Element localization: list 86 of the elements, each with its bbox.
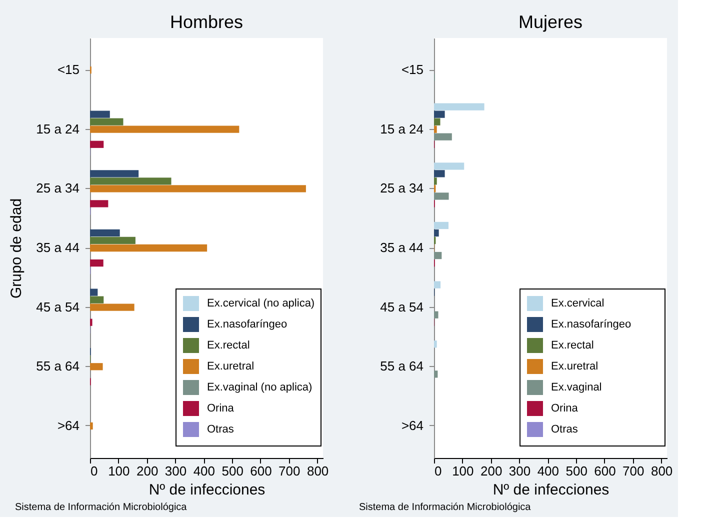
- x-tick-label: 300: [164, 464, 187, 478]
- bar: [90, 118, 124, 126]
- bar: [434, 103, 484, 110]
- legend-label: Ex.cervical (no aplica): [207, 298, 315, 310]
- x-tick-label: 800: [306, 464, 329, 478]
- y-tick-label: 55 a 64: [380, 358, 424, 374]
- bar: [90, 229, 120, 237]
- x-axis-title: Nº de infecciones: [148, 482, 266, 498]
- legend-label: Ex.uretral: [551, 360, 598, 372]
- legend-label: Ex.nasofaríngeo: [207, 318, 288, 330]
- y-tick-label: 15 a 24: [36, 121, 80, 136]
- bar: [434, 229, 439, 237]
- x-tick-label: 0: [90, 464, 98, 478]
- text: Sistema de Información Microbiológica: [15, 502, 188, 513]
- y-tick-label: >64: [401, 418, 424, 433]
- y-tick-label: 35 a 44: [380, 240, 424, 255]
- x-tick-label: 700: [278, 464, 300, 478]
- legend-label: Ex.nasofaríngeo: [551, 318, 632, 330]
- legend-label: Otras: [551, 424, 578, 436]
- bar: [434, 281, 441, 288]
- bar: [90, 296, 104, 304]
- bar: [90, 363, 103, 370]
- bar: [90, 422, 93, 430]
- legend-label: Orina: [551, 402, 579, 414]
- bar: [90, 200, 108, 208]
- bar: [434, 162, 464, 170]
- legend-label: Ex.vaginal (no aplica): [207, 382, 312, 394]
- legend-label: Ex.uretral: [207, 360, 254, 372]
- legend-label: Orina: [207, 402, 235, 414]
- bar: [434, 370, 438, 378]
- x-tick-label: 400: [193, 464, 216, 478]
- y-tick-label: 35 a 44: [36, 240, 80, 255]
- y-tick-label: >64: [57, 418, 80, 433]
- x-tick-label: 300: [508, 464, 531, 478]
- text: Sistema de Información Microbiológica: [359, 502, 532, 513]
- y-tick-label: 25 a 34: [36, 180, 80, 196]
- bar: [434, 311, 438, 318]
- x-tick-label: 400: [537, 464, 560, 478]
- x-tick-label: 200: [136, 464, 158, 478]
- bar: [434, 192, 449, 200]
- bar: [434, 178, 437, 185]
- bar: [434, 252, 442, 260]
- y-tick-label: 15 a 24: [380, 121, 424, 136]
- legend-label: Ex.vaginal: [551, 382, 602, 394]
- legend-label: Otras: [207, 424, 234, 436]
- x-tick-label: 600: [594, 464, 616, 478]
- x-tick-label: 800: [650, 464, 673, 478]
- y-tick-label: 25 a 34: [380, 180, 424, 196]
- x-tick-label: 500: [566, 464, 588, 478]
- bar: [90, 244, 208, 252]
- y-tick-label: <15: [401, 62, 424, 78]
- bar: [90, 185, 306, 192]
- bar: [434, 126, 437, 133]
- x-tick-label: 600: [250, 464, 272, 478]
- x-tick-label: 100: [452, 464, 474, 478]
- x-tick-label: 700: [622, 464, 644, 478]
- bar: [90, 140, 104, 148]
- bar: [434, 170, 445, 178]
- x-tick-label: 0: [434, 464, 442, 478]
- bar: [90, 288, 98, 296]
- bar: [90, 304, 134, 311]
- y-tick-label: 45 a 54: [380, 299, 424, 314]
- bar: [90, 236, 136, 244]
- x-tick-label: 200: [480, 464, 502, 478]
- bar: [434, 340, 437, 348]
- bar: [434, 110, 445, 118]
- y-tick-label: <15: [57, 62, 80, 78]
- legend-label: Ex.cervical: [551, 298, 604, 310]
- y-tick-label: 55 a 64: [36, 358, 80, 374]
- chart-title: Mujeres: [518, 12, 583, 32]
- bar: [90, 126, 240, 133]
- bar: [434, 118, 440, 126]
- bar: [90, 259, 104, 267]
- chart-title: Hombres: [170, 12, 244, 32]
- bar: [90, 178, 172, 185]
- bar: [90, 170, 139, 178]
- x-tick-label: 500: [222, 464, 244, 478]
- y-tick-label: 45 a 54: [36, 299, 80, 314]
- bar: [434, 222, 448, 230]
- legend-label: Ex.rectal: [207, 340, 250, 352]
- bar: [434, 133, 452, 140]
- legend-label: Ex.rectal: [551, 340, 594, 352]
- bar: [90, 110, 110, 118]
- y-axis-title: Grupo de edad: [8, 198, 26, 299]
- x-tick-label: 100: [108, 464, 130, 478]
- x-axis-title: Nº de infecciones: [492, 482, 610, 498]
